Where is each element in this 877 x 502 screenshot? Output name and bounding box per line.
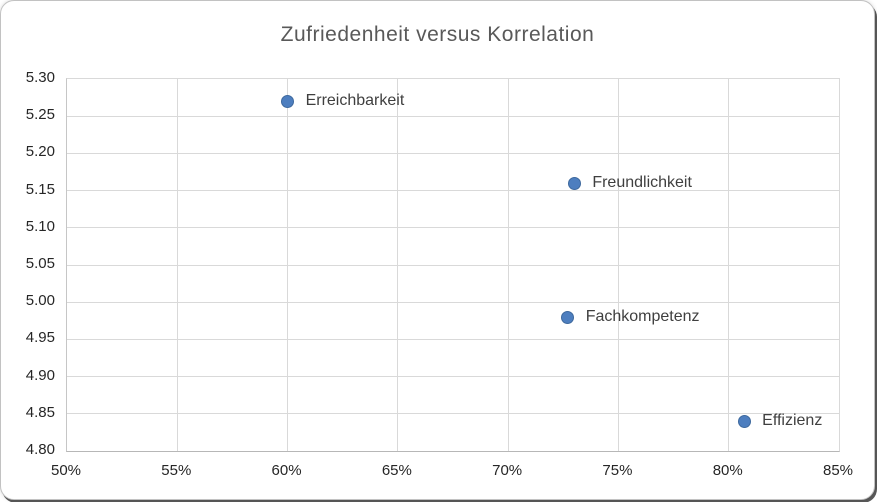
y-tick-label: 4.85 [25, 403, 55, 421]
y-tick-label: 5.00 [25, 292, 55, 310]
vertical-gridline [728, 79, 730, 451]
data-point-marker [281, 94, 295, 108]
x-tick-label: 65% [381, 462, 412, 479]
vertical-gridline [176, 79, 178, 451]
x-tick-label: 85% [822, 462, 854, 479]
x-tick-label: 70% [492, 462, 523, 479]
data-point-label: Fachkompetenz [585, 308, 700, 326]
horizontal-gridline [67, 227, 839, 229]
y-tick-label: 4.95 [25, 329, 55, 347]
x-tick-label: 60% [271, 462, 302, 479]
vertical-gridline [287, 79, 289, 451]
data-point-marker [561, 310, 575, 324]
data-point-label: Erreichbarkeit [305, 92, 405, 110]
vertical-gridline [397, 79, 399, 451]
data-point-label: Effizienz [762, 412, 823, 430]
x-tick-label: 80% [712, 462, 743, 479]
horizontal-gridline [67, 115, 839, 117]
y-tick-label: 5.10 [25, 217, 55, 235]
y-tick-label: 5.15 [25, 180, 55, 198]
horizontal-gridline [67, 264, 839, 266]
y-tick-label: 4.90 [25, 366, 55, 384]
horizontal-gridline [67, 301, 839, 303]
y-tick-label: 5.05 [25, 255, 55, 272]
horizontal-gridline [67, 413, 839, 415]
plot-area: Erreichbarkeit Freundlichkeit Fachkompeten… [66, 78, 840, 452]
x-tick-label: 75% [602, 462, 633, 479]
y-tick-label: 5.30 [25, 69, 55, 86]
data-point-marker [567, 176, 581, 190]
x-tick-label: 55% [161, 462, 192, 479]
data-point-label: Freundlichkeit [592, 174, 692, 192]
vertical-gridline [617, 79, 619, 451]
y-tick-label: 5.20 [25, 143, 55, 161]
horizontal-gridline [67, 338, 839, 340]
horizontal-gridline [67, 152, 839, 154]
horizontal-gridline [67, 376, 839, 378]
x-tick-label: 50% [50, 462, 82, 479]
vertical-gridline [507, 79, 509, 451]
horizontal-gridline [67, 190, 839, 192]
data-point-marker [737, 414, 751, 428]
chart-title: Zufriedenheit versus Korrelation [280, 23, 595, 46]
y-tick-label: 5.25 [25, 106, 55, 124]
y-tick-label: 4.80 [25, 441, 55, 458]
